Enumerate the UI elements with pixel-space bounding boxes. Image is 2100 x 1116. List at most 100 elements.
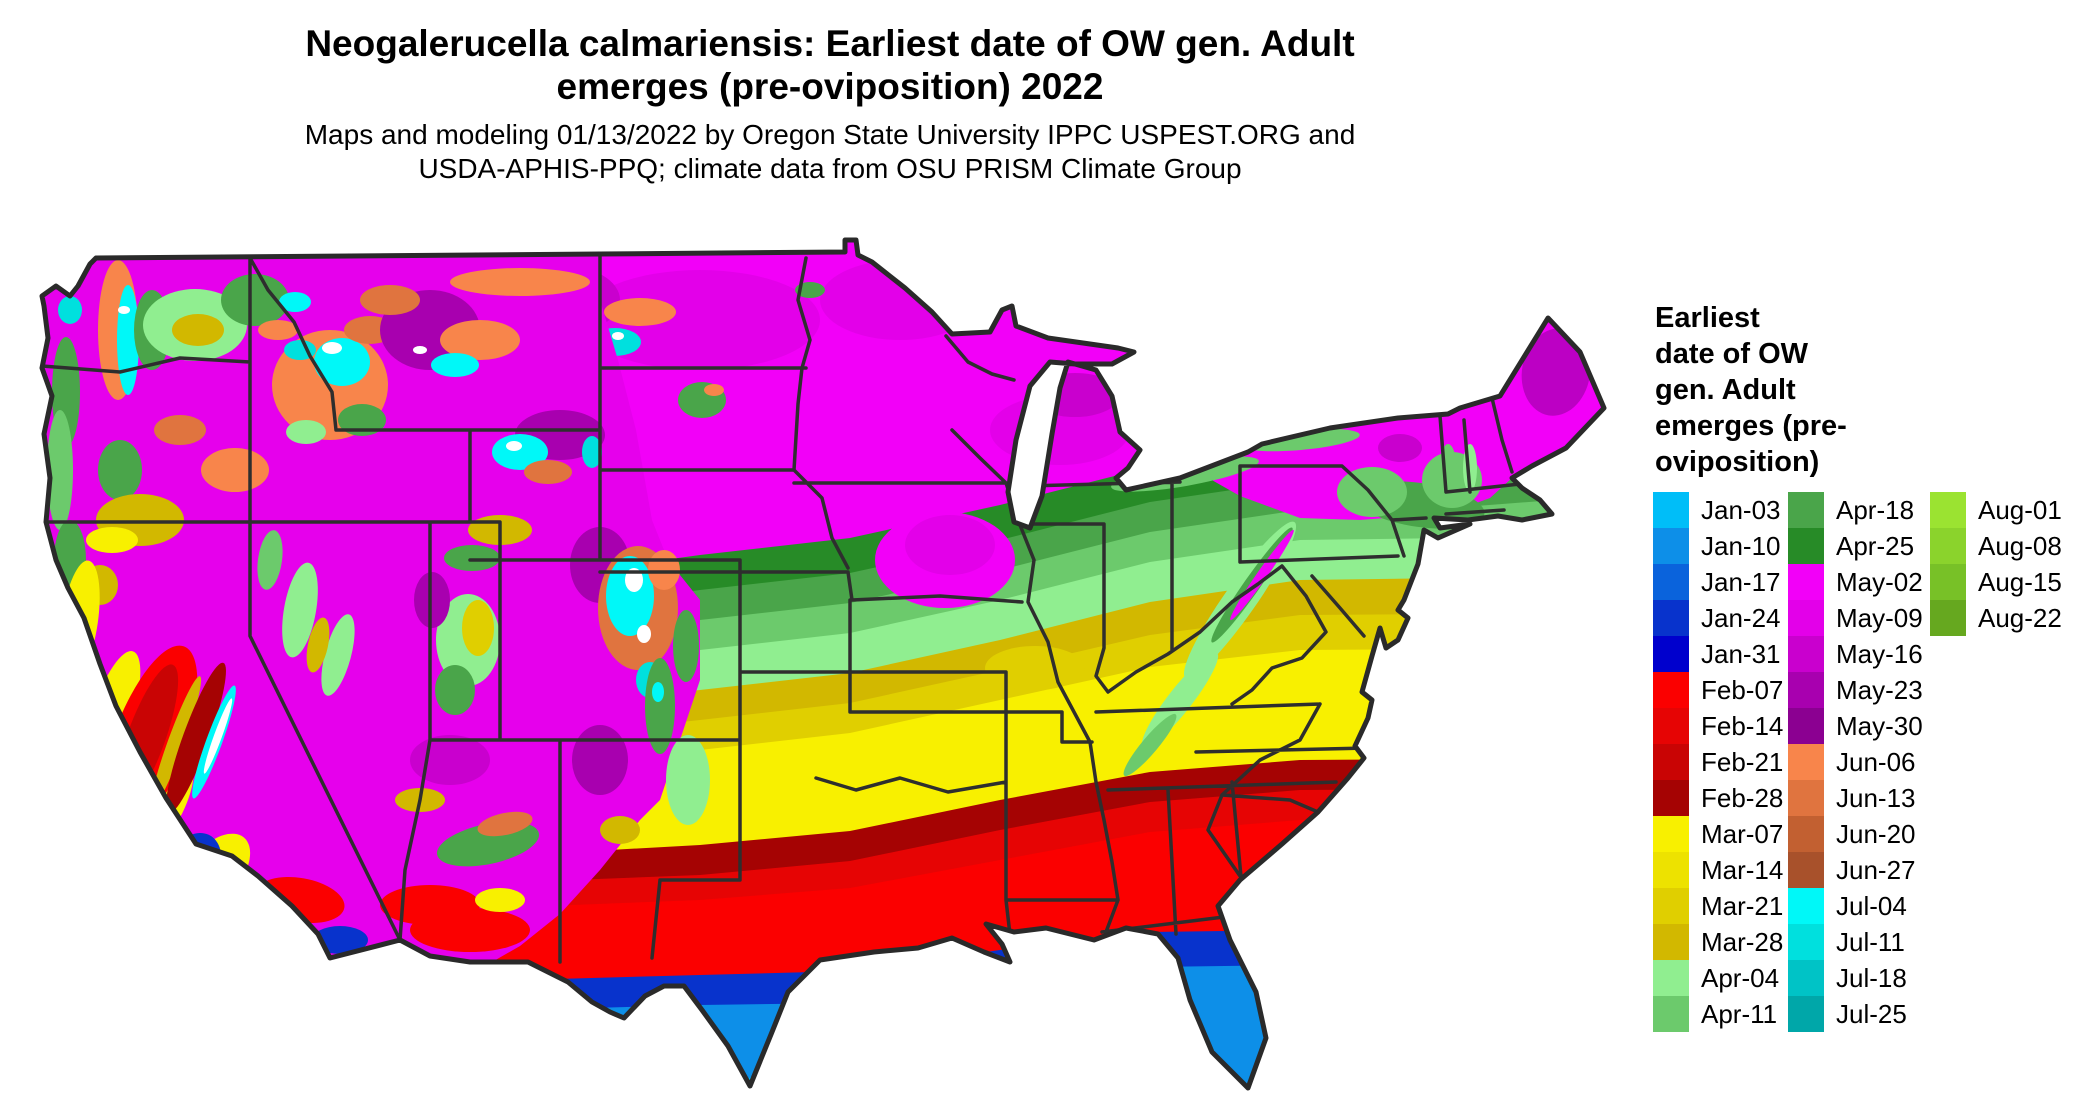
legend-entry: Jan-31 bbox=[1653, 636, 1788, 672]
legend-swatch-may02 bbox=[1788, 564, 1824, 600]
legend-entry-label: May-02 bbox=[1836, 566, 1923, 597]
legend-entry: Aug-15 bbox=[1930, 564, 2062, 600]
legend-entry: Feb-14 bbox=[1653, 708, 1788, 744]
legend-swatch-aug22 bbox=[1930, 600, 1966, 636]
legend-entry: May-30 bbox=[1788, 708, 1930, 744]
legend-entry-label: Feb-21 bbox=[1701, 746, 1784, 777]
legend-entry: Mar-28 bbox=[1653, 924, 1788, 960]
legend-swatch-mar28 bbox=[1653, 924, 1689, 960]
legend-column-2: Apr-18 Apr-25 May-02 May-09 May-16 May-23 May-… bbox=[1788, 492, 1930, 1032]
legend-swatch-jul04 bbox=[1788, 888, 1824, 924]
legend-entry: Apr-11 bbox=[1653, 996, 1788, 1032]
legend-entry-label: Apr-11 bbox=[1701, 998, 1778, 1029]
legend-entry-label: Feb-14 bbox=[1701, 710, 1784, 741]
legend-entry: Apr-18 bbox=[1788, 492, 1930, 528]
legend-columns: Jan-03 Jan-10 Jan-17 Jan-24 Jan-31 Feb-07 Feb-… bbox=[1653, 492, 2093, 1032]
legend-entry-label: Jul-11 bbox=[1836, 926, 1905, 957]
legend-entry-label: Jul-18 bbox=[1836, 962, 1907, 993]
legend-swatch-apr11 bbox=[1653, 996, 1689, 1032]
legend-entry: Aug-08 bbox=[1930, 528, 2062, 564]
legend-entry-label: Jun-13 bbox=[1836, 782, 1916, 813]
legend-entry: Aug-01 bbox=[1930, 492, 2062, 528]
legend-entry-label: Jun-06 bbox=[1836, 746, 1916, 777]
legend-entry: Jun-06 bbox=[1788, 744, 1930, 780]
legend-swatch-may30 bbox=[1788, 708, 1824, 744]
legend-swatch-mar21 bbox=[1653, 888, 1689, 924]
legend-entry-label: Jan-03 bbox=[1701, 494, 1781, 525]
title-line-1: Neogalerucella calmariensis: Earliest da… bbox=[305, 23, 1355, 64]
legend-entry: Jun-13 bbox=[1788, 780, 1930, 816]
legend-swatch-mar14 bbox=[1653, 852, 1689, 888]
map-title: Neogalerucella calmariensis: Earliest da… bbox=[0, 22, 1660, 108]
legend-swatch-apr04 bbox=[1653, 960, 1689, 996]
legend-entry: Jan-24 bbox=[1653, 600, 1788, 636]
legend-swatch-jul11 bbox=[1788, 924, 1824, 960]
legend-entry-label: Mar-14 bbox=[1701, 854, 1784, 885]
title-line-2: emerges (pre-oviposition) 2022 bbox=[556, 66, 1104, 107]
legend-entry: Jul-18 bbox=[1788, 960, 1930, 996]
legend-entry: Jan-03 bbox=[1653, 492, 1788, 528]
legend-swatch-apr25 bbox=[1788, 528, 1824, 564]
legend-swatch-aug15 bbox=[1930, 564, 1966, 600]
map-subtitle: Maps and modeling 01/13/2022 by Oregon S… bbox=[0, 118, 1660, 186]
legend-swatch-aug01 bbox=[1930, 492, 1966, 528]
legend-swatch-feb14 bbox=[1653, 708, 1689, 744]
legend-entry-label: Jun-20 bbox=[1836, 818, 1916, 849]
map-state-borders bbox=[42, 250, 1522, 964]
legend-entry-label: Feb-07 bbox=[1701, 674, 1784, 705]
legend-entry: Mar-14 bbox=[1653, 852, 1788, 888]
legend-entry-label: Mar-28 bbox=[1701, 926, 1784, 957]
legend-entry: Mar-21 bbox=[1653, 888, 1788, 924]
legend-entry: Feb-21 bbox=[1653, 744, 1788, 780]
legend-entry-label: Jan-31 bbox=[1701, 638, 1781, 669]
legend-swatch-jun20 bbox=[1788, 816, 1824, 852]
us-map-container bbox=[39, 237, 1607, 1091]
legend-entry: Jun-20 bbox=[1788, 816, 1930, 852]
legend-entry: Feb-28 bbox=[1653, 780, 1788, 816]
legend-swatch-mar07 bbox=[1653, 816, 1689, 852]
legend-swatch-jul25 bbox=[1788, 996, 1824, 1032]
legend-entry: Jul-04 bbox=[1788, 888, 1930, 924]
legend-entry-label: May-16 bbox=[1836, 638, 1923, 669]
legend-entry: Jan-10 bbox=[1653, 528, 1788, 564]
legend-entry-label: Jul-04 bbox=[1836, 890, 1907, 921]
legend-entry: May-16 bbox=[1788, 636, 1930, 672]
legend-entry-label: Jan-10 bbox=[1701, 530, 1781, 561]
legend-entry: Jun-27 bbox=[1788, 852, 1930, 888]
subtitle-line-2: USDA-APHIS-PPQ; climate data from OSU PR… bbox=[418, 153, 1242, 184]
legend-column-1: Jan-03 Jan-10 Jan-17 Jan-24 Jan-31 Feb-07 Feb-… bbox=[1653, 492, 1788, 1032]
legend-entry-label: Aug-01 bbox=[1978, 494, 2062, 525]
legend-entry-label: Jan-24 bbox=[1701, 602, 1781, 633]
subtitle-line-1: Maps and modeling 01/13/2022 by Oregon S… bbox=[304, 119, 1356, 150]
legend-entry-label: Mar-07 bbox=[1701, 818, 1784, 849]
legend-title: Earliest date of OW gen. Adult emerges (… bbox=[1655, 302, 1847, 478]
legend-entry-label: May-09 bbox=[1836, 602, 1923, 633]
legend-entry-label: Jan-17 bbox=[1701, 566, 1781, 597]
legend-swatch-aug08 bbox=[1930, 528, 1966, 564]
legend-entry: Jan-17 bbox=[1653, 564, 1788, 600]
legend-entry-label: Mar-21 bbox=[1701, 890, 1784, 921]
legend-swatch-apr18 bbox=[1788, 492, 1824, 528]
legend-entry: May-23 bbox=[1788, 672, 1930, 708]
legend-swatch-may23 bbox=[1788, 672, 1824, 708]
legend-swatch-jan10 bbox=[1653, 528, 1689, 564]
legend-entry: Mar-07 bbox=[1653, 816, 1788, 852]
map-outline bbox=[39, 237, 1607, 1091]
legend-column-3: Aug-01 Aug-08 Aug-15 Aug-22 bbox=[1930, 492, 2062, 636]
legend-swatch-may09 bbox=[1788, 600, 1824, 636]
legend-entry: Jul-25 bbox=[1788, 996, 1930, 1032]
legend-entry-label: Apr-25 bbox=[1836, 530, 1915, 561]
legend-swatch-may16 bbox=[1788, 636, 1824, 672]
legend-swatch-feb21 bbox=[1653, 744, 1689, 780]
legend-entry: Apr-04 bbox=[1653, 960, 1788, 996]
legend-swatch-feb28 bbox=[1653, 780, 1689, 816]
legend-entry: May-02 bbox=[1788, 564, 1930, 600]
legend-swatch-jan03 bbox=[1653, 492, 1689, 528]
legend-entry-label: Apr-18 bbox=[1836, 494, 1915, 525]
legend-entry: May-09 bbox=[1788, 600, 1930, 636]
legend-entry: Aug-22 bbox=[1930, 600, 2062, 636]
legend-swatch-jun27 bbox=[1788, 852, 1824, 888]
legend-swatch-jul18 bbox=[1788, 960, 1824, 996]
legend-swatch-jun13 bbox=[1788, 780, 1824, 816]
legend-entry-label: Aug-15 bbox=[1978, 566, 2062, 597]
